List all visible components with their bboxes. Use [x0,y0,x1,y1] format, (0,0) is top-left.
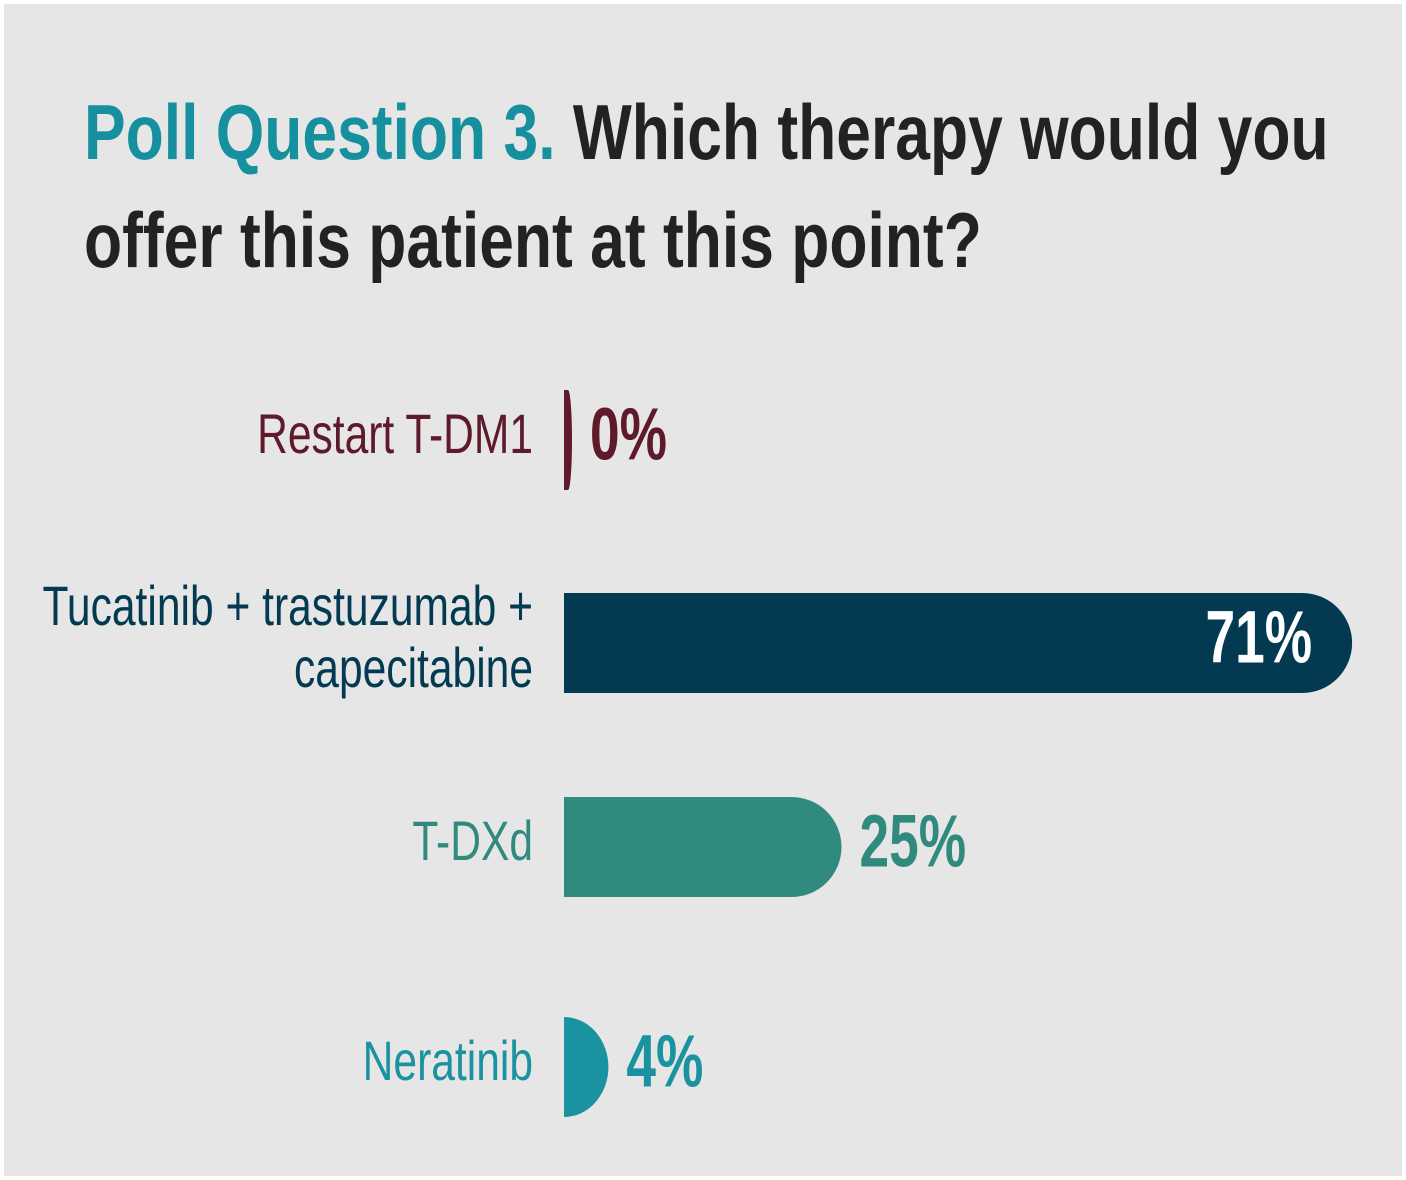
category-label: Restart T-DM1 [257,402,533,465]
value-label: 4% [626,1020,703,1103]
category-label: Tucatinib + trastuzumab + capecitabine [42,574,533,699]
category-label: Neratinib [362,1029,533,1092]
chart-title: Poll Question 3. [84,88,556,176]
bar [564,797,842,897]
panel [4,4,1402,1176]
category-label: T-DXd [412,809,533,872]
bar [564,1017,609,1117]
bar [564,593,1353,693]
value-label: 25% [860,800,967,883]
bar [564,390,572,490]
heading: Poll Question 3. Which therapy would you… [84,78,1332,294]
value-label: 71% [1205,596,1312,679]
value-label: 0% [590,393,667,476]
chart-subtitle: Which therapy would you offer this patie… [84,88,1329,284]
